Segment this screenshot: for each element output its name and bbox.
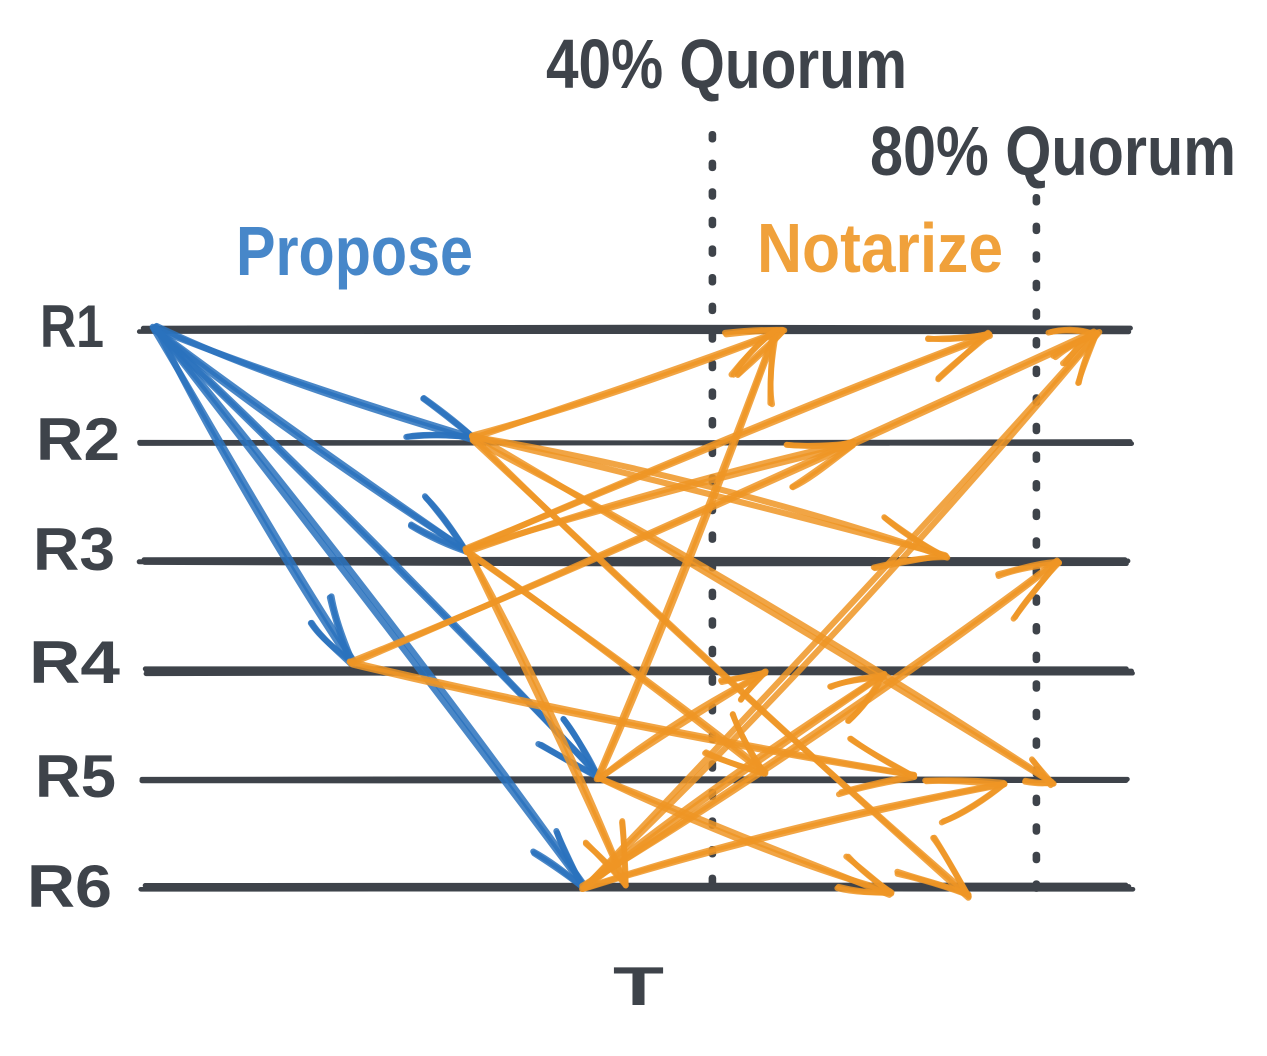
svg-text:R1: R1 [40, 293, 104, 360]
svg-text:R3: R3 [33, 516, 115, 583]
svg-text:T: T [613, 955, 664, 1017]
svg-text:Notarize: Notarize [757, 209, 1003, 287]
svg-text:R4: R4 [29, 629, 121, 696]
svg-text:40% Quorum: 40% Quorum [546, 25, 907, 103]
svg-text:80% Quorum: 80% Quorum [870, 112, 1236, 190]
svg-text:R5: R5 [35, 743, 116, 810]
svg-text:R2: R2 [36, 406, 120, 473]
svg-text:Propose: Propose [236, 212, 473, 290]
svg-text:R6: R6 [27, 853, 112, 920]
